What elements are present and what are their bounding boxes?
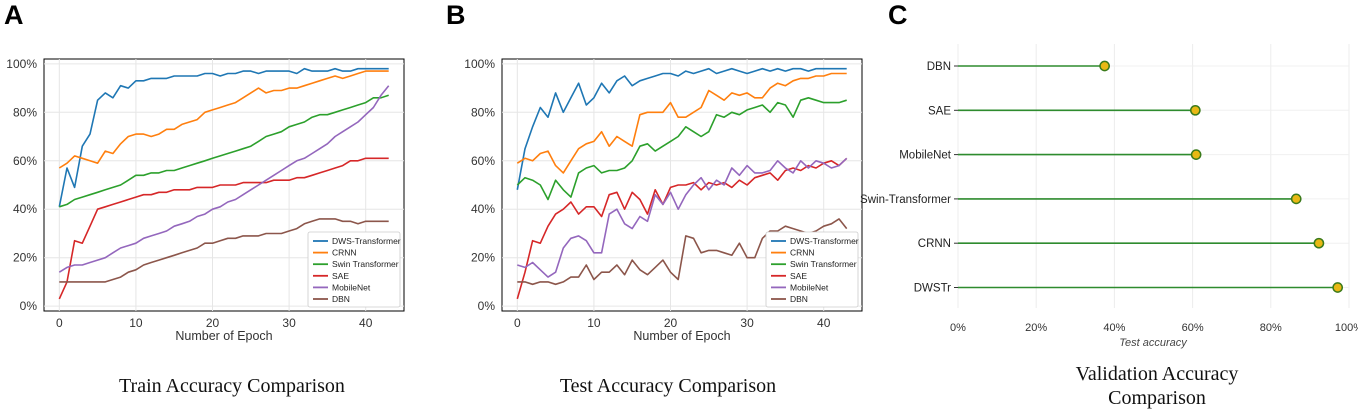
panel-letter-b: B — [446, 0, 466, 30]
chart-title-validation-line1: Validation Accuracy — [1076, 363, 1239, 385]
legend-label: SAE — [790, 271, 807, 281]
legend-label: MobileNet — [790, 282, 829, 292]
series-line-dbn — [59, 218, 389, 283]
x-tick-label: 100% — [1335, 322, 1358, 334]
legend-label: DWS-Transformer — [332, 236, 401, 246]
legend-label: DWS-Transformer — [790, 236, 859, 246]
x-tick-label: 40% — [1103, 322, 1125, 334]
legend-label: Swin Transformer — [790, 259, 857, 269]
series-line-dws-transformer — [58, 67, 389, 207]
x-tick-label: 80% — [1260, 322, 1282, 334]
legend-label: MobileNet — [332, 282, 371, 292]
series-group — [516, 67, 848, 300]
y-tick-label: 0% — [20, 299, 38, 313]
x-tick-label: 0 — [514, 316, 521, 330]
legend-label: DBN — [332, 294, 350, 304]
lollipop-marker-mobilenet — [1190, 149, 1202, 160]
lollipop-marker-swin-transformer — [1290, 193, 1302, 205]
legend-box — [765, 231, 859, 308]
series-line-dws-transformer — [516, 67, 847, 190]
chart-title-train: Train Accuracy Comparison — [119, 375, 345, 397]
category-label: DBN — [927, 61, 951, 73]
y-tick-label: 40% — [471, 202, 495, 216]
legend-label: CRNN — [790, 248, 815, 258]
y-tick-label: 60% — [13, 154, 37, 168]
legend-label: DBN — [790, 294, 808, 304]
legend-label: CRNN — [332, 248, 357, 258]
series-line-sae — [58, 157, 389, 300]
tick-labels: 0% 20% 40% 60% 80% 100% DBN SAE MobileNet Swin-Tr… — [860, 61, 1358, 334]
category-label: MobileNet — [899, 150, 952, 162]
x-tick-label: 0 — [56, 316, 63, 330]
category-label: SAE — [928, 105, 951, 117]
x-tick-label: 10 — [587, 316, 601, 330]
series-line-sae — [516, 157, 848, 300]
x-tick-label: 40 — [817, 316, 831, 330]
tick-labels: 0% 20% 40% 60% 80% 100% 0 10 20 30 40 — [464, 57, 830, 330]
series-group — [58, 67, 390, 300]
test-accuracy-chart: 0% 20% 40% 60% 80% 100% 0 10 20 30 40 Number of Ep… — [464, 57, 863, 343]
chart-title-validation-line2: Comparison — [1108, 387, 1206, 409]
series-line-swin-transformer — [516, 97, 847, 201]
x-tick-label: 30 — [740, 316, 754, 330]
series-line-dbn — [517, 218, 848, 286]
series-line-crnn — [516, 72, 847, 174]
y-tick-label: 80% — [13, 105, 37, 119]
y-tick-label: 20% — [471, 251, 495, 265]
y-tick-label: 80% — [471, 105, 495, 119]
category-label: DWSTr — [914, 283, 951, 295]
y-tick-label: 100% — [6, 57, 37, 71]
x-tick-label: 0% — [950, 322, 966, 334]
legend-box — [307, 231, 401, 308]
lollipop-marker-crnn — [1313, 237, 1325, 249]
x-tick-label: 20 — [664, 316, 678, 330]
lollipop-marker-dbn — [1099, 60, 1110, 72]
x-tick-label: 10 — [129, 316, 143, 330]
panel-letter-c: C — [888, 0, 908, 30]
y-tick-label: 0% — [478, 299, 496, 313]
tick-labels: 0% 20% 40% 60% 80% 100% 0 10 20 30 40 — [6, 57, 372, 330]
series-line-swin-transformer — [59, 94, 389, 208]
x-axis-label: Number of Epoch — [633, 329, 730, 343]
validation-accuracy-chart: 0% 20% 40% 60% 80% 100% DBN SAE MobileNet Swin-Tr… — [860, 44, 1358, 349]
chart-title-test: Test Accuracy Comparison — [560, 375, 776, 397]
x-axis-label: Number of Epoch — [175, 329, 272, 343]
x-tick-label: 20 — [206, 316, 220, 330]
series-line-mobilenet — [517, 157, 848, 278]
series-line-mobilenet — [58, 85, 390, 273]
x-tick-label: 30 — [282, 316, 296, 330]
lollipop-group — [958, 60, 1344, 293]
panel-letter-a: A — [4, 0, 24, 30]
y-tick-label: 40% — [13, 202, 37, 216]
y-tick-label: 20% — [13, 251, 37, 265]
category-label: Swin-Transformer — [860, 194, 951, 206]
y-tick-label: 60% — [471, 154, 495, 168]
legend-label: SAE — [332, 271, 349, 281]
x-axis-label: Test accuracy — [1119, 337, 1188, 349]
train-accuracy-chart: 0% 20% 40% 60% 80% 100% 0 10 20 30 40 Number of Ep… — [6, 57, 405, 343]
plot-area — [958, 44, 1349, 308]
lollipop-marker-dwstr — [1332, 282, 1344, 293]
x-tick-label: 40 — [359, 316, 373, 330]
lollipop-marker-sae — [1189, 104, 1201, 116]
y-tick-label: 100% — [464, 57, 495, 71]
category-label: CRNN — [918, 238, 951, 250]
legend-label: Swin Transformer — [332, 259, 399, 269]
x-tick-label: 20% — [1025, 322, 1047, 334]
series-line-crnn — [58, 70, 389, 169]
x-tick-label: 60% — [1182, 322, 1204, 334]
